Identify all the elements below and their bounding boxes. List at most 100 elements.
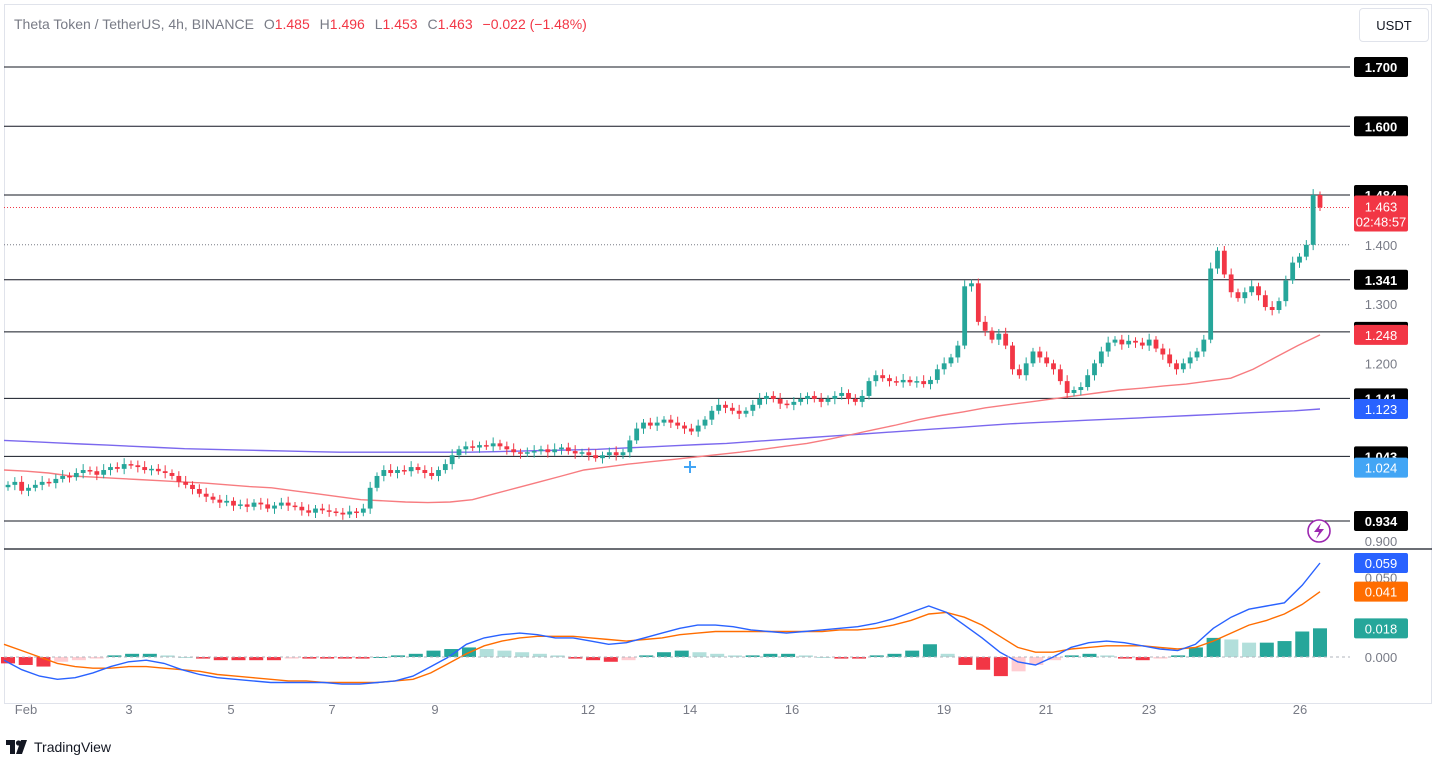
candle-body bbox=[572, 451, 578, 454]
candle-body bbox=[87, 470, 93, 472]
macd-histogram-bar bbox=[337, 657, 352, 659]
candle-body bbox=[231, 500, 236, 506]
macd-signal-line bbox=[3, 591, 1321, 684]
candle-body bbox=[907, 379, 913, 383]
candle-body bbox=[928, 379, 933, 385]
candle-body bbox=[839, 392, 845, 396]
symbol-title: Theta Token / TetherUS, 4h, BINANCE bbox=[14, 16, 254, 32]
candle-body bbox=[729, 407, 735, 411]
macd-badge bbox=[1354, 581, 1408, 602]
candle-body bbox=[1235, 292, 1241, 299]
candle-body bbox=[688, 428, 694, 432]
indicator-badge-label: 1.024 bbox=[1365, 461, 1398, 476]
candle-body bbox=[19, 481, 25, 491]
candle-body bbox=[524, 452, 530, 454]
candle-body bbox=[1215, 250, 1220, 269]
candle-body bbox=[866, 381, 872, 396]
level-badge bbox=[1354, 511, 1408, 531]
macd-histogram-bar bbox=[89, 657, 104, 659]
candle-body bbox=[313, 508, 318, 513]
macd-histogram-bar bbox=[816, 657, 831, 658]
high-value: 1.496 bbox=[329, 16, 365, 32]
candle-body bbox=[600, 455, 605, 459]
macd-histogram-bar bbox=[479, 649, 494, 657]
macd-histogram-bar bbox=[958, 657, 973, 665]
indicator-badge-label: 1.123 bbox=[1365, 402, 1398, 417]
candle-body bbox=[149, 468, 154, 471]
candle-body bbox=[1303, 244, 1309, 257]
candle-body bbox=[518, 452, 523, 454]
last-price-label: 1.463 bbox=[1365, 199, 1398, 214]
candle-body bbox=[1153, 339, 1159, 349]
macd-histogram-bar bbox=[320, 657, 335, 659]
lightning-icon[interactable] bbox=[1307, 519, 1331, 543]
indicator-badge bbox=[1354, 324, 1408, 345]
candle-body bbox=[490, 443, 496, 447]
macd-histogram-bar bbox=[550, 655, 565, 657]
currency-button[interactable]: USDT bbox=[1359, 8, 1429, 42]
candle-body bbox=[367, 487, 373, 509]
candle-body bbox=[1201, 339, 1207, 352]
candle-body bbox=[989, 330, 995, 340]
macd-histogram-bar bbox=[1259, 642, 1274, 657]
candle-body bbox=[1187, 357, 1193, 364]
macd-histogram-bar bbox=[657, 652, 671, 657]
macd-histogram-bar bbox=[1, 657, 15, 664]
candle-body bbox=[114, 467, 120, 469]
candle-body bbox=[1126, 340, 1132, 345]
candle-body bbox=[73, 472, 79, 478]
candle-body bbox=[647, 422, 653, 426]
indicator-badge bbox=[1354, 457, 1408, 478]
candle-body bbox=[531, 451, 537, 453]
candle-body bbox=[53, 478, 59, 484]
candle-body bbox=[941, 363, 947, 370]
tradingview-footer[interactable]: TradingView bbox=[6, 739, 111, 755]
open-label: O bbox=[263, 16, 275, 32]
candle-body bbox=[880, 375, 886, 379]
candle-body bbox=[436, 470, 441, 476]
macd-histogram-bar bbox=[993, 657, 1008, 677]
candle-body bbox=[859, 395, 865, 402]
candle-body bbox=[723, 404, 728, 408]
candle-body bbox=[374, 475, 380, 488]
candle-body bbox=[395, 470, 400, 473]
ema-long-line bbox=[3, 408, 1321, 453]
macd-histogram-bar bbox=[1224, 639, 1239, 657]
candle-body bbox=[825, 398, 831, 402]
candle-body bbox=[442, 464, 448, 471]
macd-histogram-bar bbox=[1295, 631, 1310, 657]
macd-badge bbox=[1354, 618, 1408, 639]
time-tick-label: 26 bbox=[1293, 702, 1307, 717]
symbol-legend[interactable]: Theta Token / TetherUS, 4h, BINANCE O 1.4… bbox=[14, 16, 587, 32]
candle-body bbox=[750, 404, 756, 411]
candle-body bbox=[962, 286, 968, 346]
time-tick-label: 9 bbox=[431, 702, 438, 717]
price-tick-label: 1.300 bbox=[1365, 297, 1398, 312]
level-badge-label: 0.934 bbox=[1365, 514, 1398, 529]
chart-area[interactable] bbox=[4, 4, 1432, 704]
last-price-badge bbox=[1354, 195, 1408, 232]
candle-body bbox=[121, 464, 127, 469]
price-tick-label: 0.900 bbox=[1365, 534, 1398, 549]
macd-histogram-bar bbox=[1117, 657, 1132, 659]
candle-body bbox=[1016, 369, 1022, 376]
indicator-badge bbox=[1354, 398, 1408, 419]
candle-body bbox=[716, 404, 722, 411]
candle-body bbox=[1023, 363, 1029, 376]
candle-body bbox=[757, 398, 763, 405]
macd-histogram-bar bbox=[1153, 657, 1168, 659]
time-tick-label: 7 bbox=[328, 702, 335, 717]
candle-body bbox=[347, 511, 353, 515]
candle-body bbox=[1146, 339, 1152, 346]
macd-histogram-bar bbox=[36, 657, 51, 667]
candle-body bbox=[135, 465, 141, 468]
candle-body bbox=[846, 392, 851, 399]
candle-body bbox=[32, 484, 38, 488]
candle-body bbox=[1078, 387, 1084, 391]
macd-histogram-bar bbox=[196, 657, 211, 659]
candle-body bbox=[661, 419, 667, 423]
candle-body bbox=[1180, 363, 1186, 370]
macd-histogram-bar bbox=[621, 657, 636, 661]
candle-body bbox=[593, 455, 599, 459]
